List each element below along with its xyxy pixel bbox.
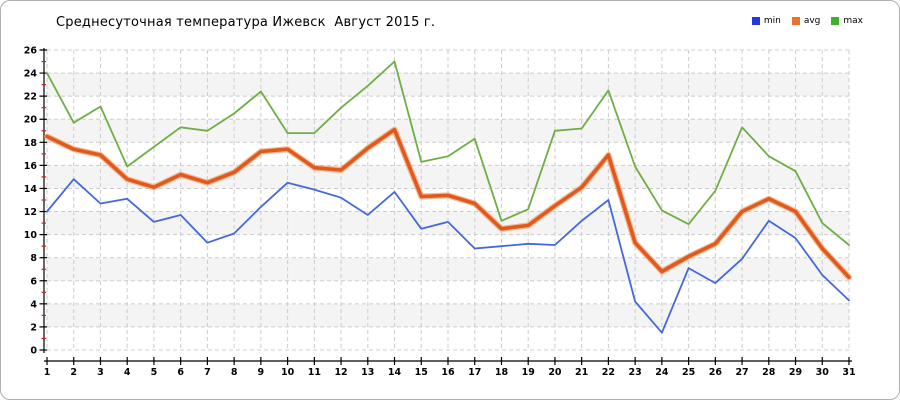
y-tick-label: 14 (24, 184, 38, 195)
series-avg-line (45, 127, 851, 280)
x-tick-label: 2 (70, 367, 77, 378)
series-max-line (46, 60, 850, 246)
x-tick-label: 27 (735, 367, 748, 378)
x-tick-label: 3 (97, 367, 104, 378)
y-tick-label: 2 (30, 322, 37, 333)
x-tick-label: 25 (682, 367, 695, 378)
x-tick-label: 14 (388, 367, 402, 378)
y-tick-label: 10 (24, 230, 38, 241)
legend-label-min: min (763, 16, 781, 26)
legend-label-max: max (843, 16, 863, 26)
y-tick-label: 20 (24, 115, 38, 126)
plot-band (47, 303, 849, 327)
x-tick-label: 19 (522, 367, 535, 378)
x-tick-label: 5 (151, 367, 158, 378)
x-tick-label: 6 (177, 367, 184, 378)
x-tick-label: 12 (334, 367, 347, 378)
x-tick-label: 18 (495, 367, 509, 378)
max-series-swatch-icon (831, 17, 840, 25)
y-tick-label: 16 (24, 161, 38, 172)
x-tick-label: 1 (44, 367, 51, 378)
x-tick-label: 29 (789, 367, 802, 378)
avg-series-swatch-icon (791, 17, 800, 25)
x-tick-label: 13 (361, 367, 374, 378)
y-tick-label: 18 (24, 138, 38, 149)
x-tick-label: 20 (548, 367, 562, 378)
y-tick-label: 0 (30, 346, 37, 357)
y-tick-label: 26 (24, 46, 38, 57)
legend-label-avg: avg (803, 16, 821, 26)
legend-item-min: min (751, 16, 781, 26)
chart-title: Среднесуточная температура Ижевск Август… (56, 15, 436, 30)
x-tick-label: 31 (842, 367, 855, 378)
x-tick-label: 30 (816, 367, 830, 378)
x-tick-label: 22 (602, 367, 615, 378)
x-tick-label: 24 (655, 367, 669, 378)
x-tick-label: 11 (308, 367, 321, 378)
x-tick-label: 10 (281, 367, 295, 378)
series-min-line (46, 178, 850, 334)
x-tick-label: 15 (415, 367, 428, 378)
y-tick-label: 8 (30, 253, 37, 264)
x-tick-label: 26 (709, 367, 723, 378)
x-tick-label: 21 (575, 367, 588, 378)
legend-item-avg: avg (791, 16, 821, 26)
x-tick-label: 9 (258, 367, 265, 378)
plot-band (47, 73, 849, 97)
x-tick-label: 16 (441, 367, 455, 378)
x-tick-label: 17 (468, 367, 481, 378)
min-series-swatch-icon (751, 17, 760, 25)
x-tick-label: 28 (762, 367, 776, 378)
y-tick-label: 4 (30, 299, 37, 310)
y-tick-label: 12 (24, 207, 37, 218)
legend-item-max: max (831, 16, 863, 26)
y-tick-label: 6 (30, 276, 37, 287)
x-tick-label: 8 (231, 367, 238, 378)
x-tick-label: 4 (124, 367, 131, 378)
x-tick-label: 23 (629, 367, 642, 378)
legend: min avg max (751, 16, 863, 26)
x-tick-label: 7 (204, 367, 211, 378)
y-tick-label: 24 (24, 69, 38, 80)
y-tick-label: 22 (24, 92, 37, 103)
